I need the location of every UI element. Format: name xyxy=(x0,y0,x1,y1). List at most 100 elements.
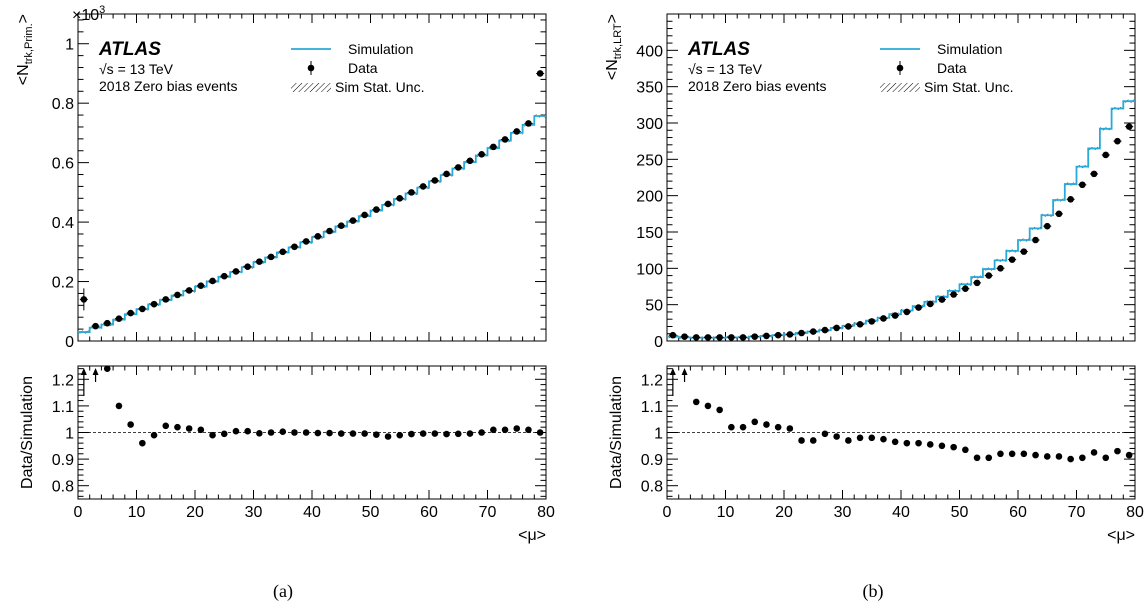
data-point xyxy=(716,334,723,341)
simulation-line xyxy=(78,115,546,333)
data-point xyxy=(337,222,345,229)
data-point xyxy=(926,300,934,308)
ratio-point xyxy=(373,431,380,438)
y-exponent-label: ×103 xyxy=(72,4,105,24)
ratio-point xyxy=(880,435,887,443)
ratio-point xyxy=(716,406,723,414)
x-tick-label: 80 xyxy=(1126,504,1144,521)
data-point xyxy=(997,265,1004,272)
data-point xyxy=(973,279,981,287)
data-point xyxy=(774,331,782,339)
data-point xyxy=(185,287,193,294)
ratio-point xyxy=(903,439,911,447)
x-tick-label: 10 xyxy=(128,504,146,521)
ratio-point xyxy=(739,423,747,431)
ratio-point xyxy=(349,430,357,437)
ratio-point xyxy=(1114,447,1121,455)
ratio-y-axis-label: Data/Simulation xyxy=(19,376,36,489)
data-point xyxy=(938,296,946,303)
y-tick-label: 100 xyxy=(636,261,663,278)
atlas-label: ATLAS xyxy=(687,39,750,60)
ratio-offscale-arrowhead xyxy=(92,368,99,375)
data-point xyxy=(821,326,829,334)
ratio-offscale-arrowhead xyxy=(80,368,87,375)
data-point xyxy=(513,128,521,135)
data-point xyxy=(1114,137,1121,145)
ratio-y-tick-label: 1.2 xyxy=(52,372,74,389)
ratio-point xyxy=(728,423,735,431)
data-point xyxy=(868,318,876,325)
panel-caption: (a) xyxy=(273,581,293,602)
data-point xyxy=(728,334,735,341)
ratio-point xyxy=(256,429,263,437)
y-axis-label-sub: trk,LRT xyxy=(612,23,624,59)
ratio-point xyxy=(1055,453,1063,460)
ratio-y-tick-label: 1 xyxy=(654,426,663,443)
data-point xyxy=(396,195,404,202)
ratio-point xyxy=(326,429,333,437)
y-tick-label: 0.2 xyxy=(52,275,74,292)
data-point xyxy=(880,315,887,322)
y-tick-label: 50 xyxy=(645,298,663,315)
ratio-point xyxy=(162,422,170,430)
x-axis-label: <μ> xyxy=(1107,527,1135,544)
ratio-offscale-arrowhead xyxy=(669,368,676,375)
data-point xyxy=(692,334,700,341)
ratio-y-tick-label: 1.1 xyxy=(641,399,663,416)
x-tick-label: 50 xyxy=(951,504,969,521)
ratio-point xyxy=(466,430,474,437)
y-axis-label-main: <N xyxy=(15,64,32,85)
simulation-line xyxy=(667,100,1135,339)
data-point xyxy=(1079,181,1086,189)
energy-label: √s = 13 TeV xyxy=(99,61,174,77)
data-point xyxy=(950,291,957,298)
x-tick-label: 60 xyxy=(420,504,438,521)
ratio-point xyxy=(279,428,287,436)
x-tick-label: 40 xyxy=(303,504,321,521)
data-point xyxy=(478,151,485,158)
y-tick-label: 200 xyxy=(636,189,663,206)
data-point xyxy=(833,324,840,332)
data-point xyxy=(162,296,170,303)
data-point xyxy=(809,328,817,335)
ratio-point xyxy=(1043,453,1051,460)
data-point xyxy=(431,177,439,184)
data-point xyxy=(361,211,368,219)
ratio-point xyxy=(513,425,521,432)
ratio-point xyxy=(490,426,497,434)
y-tick-label: 0 xyxy=(65,334,74,351)
ratio-point xyxy=(232,427,240,435)
data-point xyxy=(1102,151,1110,159)
ratio-point xyxy=(139,439,146,447)
ratio-y-tick-label: 0.9 xyxy=(52,452,74,469)
y-tick-label: 300 xyxy=(636,116,663,133)
ratio-y-tick-label: 0.9 xyxy=(641,452,663,469)
data-point xyxy=(856,320,864,328)
data-point xyxy=(704,334,712,341)
data-point xyxy=(291,243,298,251)
x-tick-label: 10 xyxy=(717,504,735,521)
ratio-point xyxy=(1090,449,1098,456)
legend-stat-label: Sim Stat. Unc. xyxy=(924,79,1013,95)
x-tick-label: 40 xyxy=(892,504,910,521)
ratio-y-tick-label: 0.8 xyxy=(52,479,74,496)
ratio-point xyxy=(997,450,1004,458)
panel-b: 0 10 20 30 40 50 60 70 80 <μ> 0 50 100 150 200 250 300 35… xyxy=(604,13,1144,602)
ratio-point xyxy=(244,427,251,435)
x-tick-label: 20 xyxy=(775,504,793,521)
ratio-point xyxy=(115,402,123,410)
data-point xyxy=(490,143,497,151)
data-point xyxy=(419,183,427,190)
ratio-y-tick-label: 0.8 xyxy=(641,479,663,496)
y-axis-label: <Ntrk,Prim.> xyxy=(15,14,35,85)
ratio-point xyxy=(291,429,298,436)
y-exponent-base: ×10 xyxy=(72,7,99,24)
x-tick-label: 20 xyxy=(186,504,204,521)
y-axis-label-main: <N xyxy=(604,59,621,80)
y-tick-label: 400 xyxy=(636,43,663,60)
legend-simulation-label: Simulation xyxy=(348,41,413,57)
y-axis-label-sub: trk,Prim. xyxy=(23,23,35,64)
ratio-point xyxy=(185,425,193,432)
data-point xyxy=(232,268,240,275)
